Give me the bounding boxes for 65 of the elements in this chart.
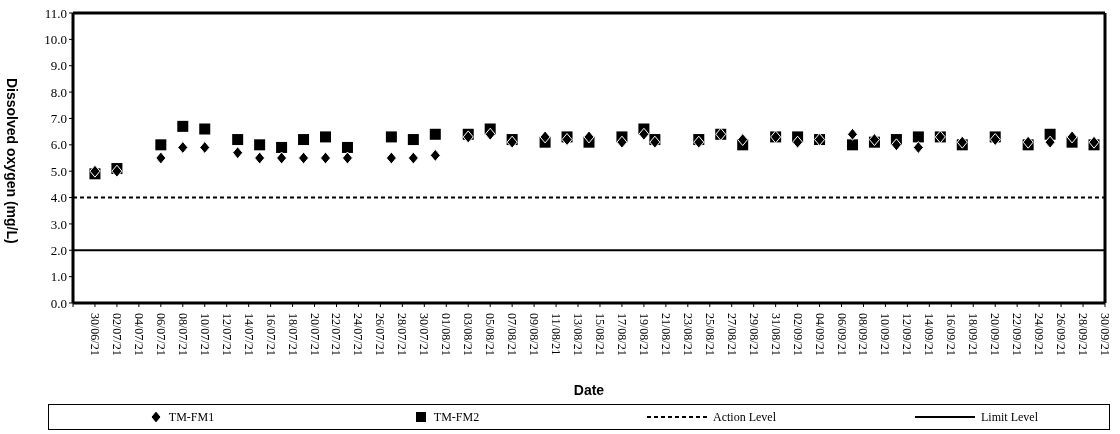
x-tick-label: 17/08/21	[614, 313, 629, 356]
y-tick-label: 4.0	[50, 190, 67, 206]
x-tick-label: 18/07/21	[285, 313, 300, 356]
legend-label: TM-FM1	[168, 409, 215, 425]
x-tick-label: 26/07/21	[373, 313, 388, 356]
x-tick-label: 27/08/21	[724, 313, 739, 356]
x-tick-label: 15/08/21	[592, 313, 607, 356]
x-tick-label: 04/09/21	[812, 313, 827, 356]
x-tick-label: 30/07/21	[417, 313, 432, 356]
x-tick-label: 29/08/21	[746, 313, 761, 356]
x-tick-label: 25/08/21	[702, 313, 717, 356]
x-tick-label: 23/08/21	[680, 313, 695, 356]
x-tick-label: 20/07/21	[307, 313, 322, 356]
y-tick-label: 3.0	[50, 216, 67, 232]
x-tick-label: 21/08/21	[658, 313, 673, 356]
y-tick-label: 10.0	[44, 31, 67, 47]
x-tick-label: 13/08/21	[571, 313, 586, 356]
x-tick-label: 20/09/21	[988, 313, 1003, 356]
y-tick-label: 1.0	[50, 269, 67, 285]
x-tick-label: 02/09/21	[790, 313, 805, 356]
x-tick-label: 22/07/21	[329, 313, 344, 356]
legend-label: Action Level	[713, 409, 776, 425]
x-tick-label: 16/09/21	[944, 313, 959, 356]
x-tick-label: 28/09/21	[1076, 313, 1091, 356]
x-tick-label: 09/08/21	[527, 313, 542, 356]
x-tick-label: 08/09/21	[856, 313, 871, 356]
x-tick-label: 07/08/21	[505, 313, 520, 356]
x-tick-label: 04/07/21	[131, 313, 146, 356]
y-tick-label: 2.0	[50, 242, 67, 258]
x-tick-label: 01/08/21	[439, 313, 454, 356]
legend-label: TM-FM2	[433, 409, 480, 425]
x-tick-label: 10/07/21	[197, 313, 212, 356]
x-tick-label: 24/07/21	[351, 313, 366, 356]
x-tick-label: 14/09/21	[922, 313, 937, 356]
x-tick-label: 28/07/21	[395, 313, 410, 356]
x-tick-label: 30/06/21	[87, 313, 102, 356]
x-tick-label: 19/08/21	[636, 313, 651, 356]
x-tick-label: 26/09/21	[1054, 313, 1069, 356]
y-tick-label: 0.0	[50, 295, 67, 311]
x-tick-label: 16/07/21	[263, 313, 278, 356]
y-tick-label: 11.0	[44, 5, 67, 21]
x-tick-label: 18/09/21	[966, 313, 981, 356]
y-tick-label: 9.0	[50, 58, 67, 74]
x-tick-label: 31/08/21	[768, 313, 783, 356]
x-tick-label: 03/08/21	[461, 313, 476, 356]
x-tick-label: 12/07/21	[219, 313, 234, 356]
y-tick-label: 8.0	[50, 84, 67, 100]
x-tick-label: 30/09/21	[1098, 313, 1112, 356]
y-tick-label: 6.0	[50, 137, 67, 153]
x-tick-label: 08/07/21	[175, 313, 190, 356]
x-tick-label: 06/07/21	[153, 313, 168, 356]
x-tick-label: 11/08/21	[549, 313, 564, 356]
x-tick-label: 02/07/21	[109, 313, 124, 356]
legend-label: Limit Level	[981, 409, 1038, 425]
y-tick-label: 5.0	[50, 163, 67, 179]
x-tick-label: 22/09/21	[1010, 313, 1025, 356]
x-tick-label: 24/09/21	[1032, 313, 1047, 356]
x-tick-label: 05/08/21	[483, 313, 498, 356]
y-axis-title: Dissolved oxygen (mg/L)	[4, 78, 21, 244]
x-tick-label: 10/09/21	[878, 313, 893, 356]
x-tick-label: 14/07/21	[241, 313, 256, 356]
x-tick-label: 06/09/21	[834, 313, 849, 356]
y-tick-label: 7.0	[50, 111, 67, 127]
x-tick-label: 12/09/21	[900, 313, 915, 356]
x-axis-title: Date	[573, 382, 605, 398]
